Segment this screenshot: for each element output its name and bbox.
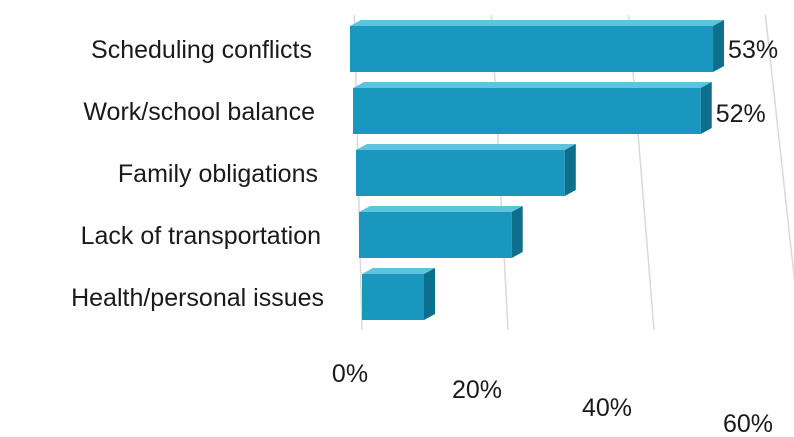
bar (362, 274, 424, 320)
x-axis-ticks: 0% 20% 40% 60% (332, 360, 773, 437)
bar-side-face (700, 81, 712, 134)
bar-top-face (356, 143, 576, 150)
bar-top-face (350, 19, 725, 26)
category-label: Scheduling conflicts (91, 36, 312, 64)
bar (350, 26, 714, 72)
bar-side-face (564, 143, 576, 196)
x-tick-label: 60% (723, 410, 773, 437)
x-tick-label: 40% (582, 394, 632, 422)
bar-top-face (359, 205, 523, 212)
bar (356, 150, 565, 196)
category-label: Lack of transportation (81, 222, 321, 250)
bar-side-face (511, 205, 523, 258)
bar (353, 88, 701, 134)
gridline (764, 14, 794, 283)
category-label: Health/personal issues (71, 284, 324, 312)
bar-side-face (424, 267, 435, 320)
value-label: 53% (728, 36, 778, 64)
bar (359, 212, 512, 258)
x-tick-label: 20% (452, 376, 502, 404)
bar-top-face (353, 81, 712, 88)
category-label: Family obligations (118, 160, 318, 188)
category-label: Work/school balance (83, 98, 315, 126)
value-labels: 53% 52% (716, 36, 778, 128)
category-labels: Scheduling conflicts Work/school balance F… (71, 36, 324, 312)
bar-top-face (362, 267, 435, 274)
value-label: 52% (716, 100, 766, 128)
bars (350, 19, 725, 320)
bar-side-face (713, 19, 725, 72)
x-tick-label: 0% (332, 360, 368, 388)
